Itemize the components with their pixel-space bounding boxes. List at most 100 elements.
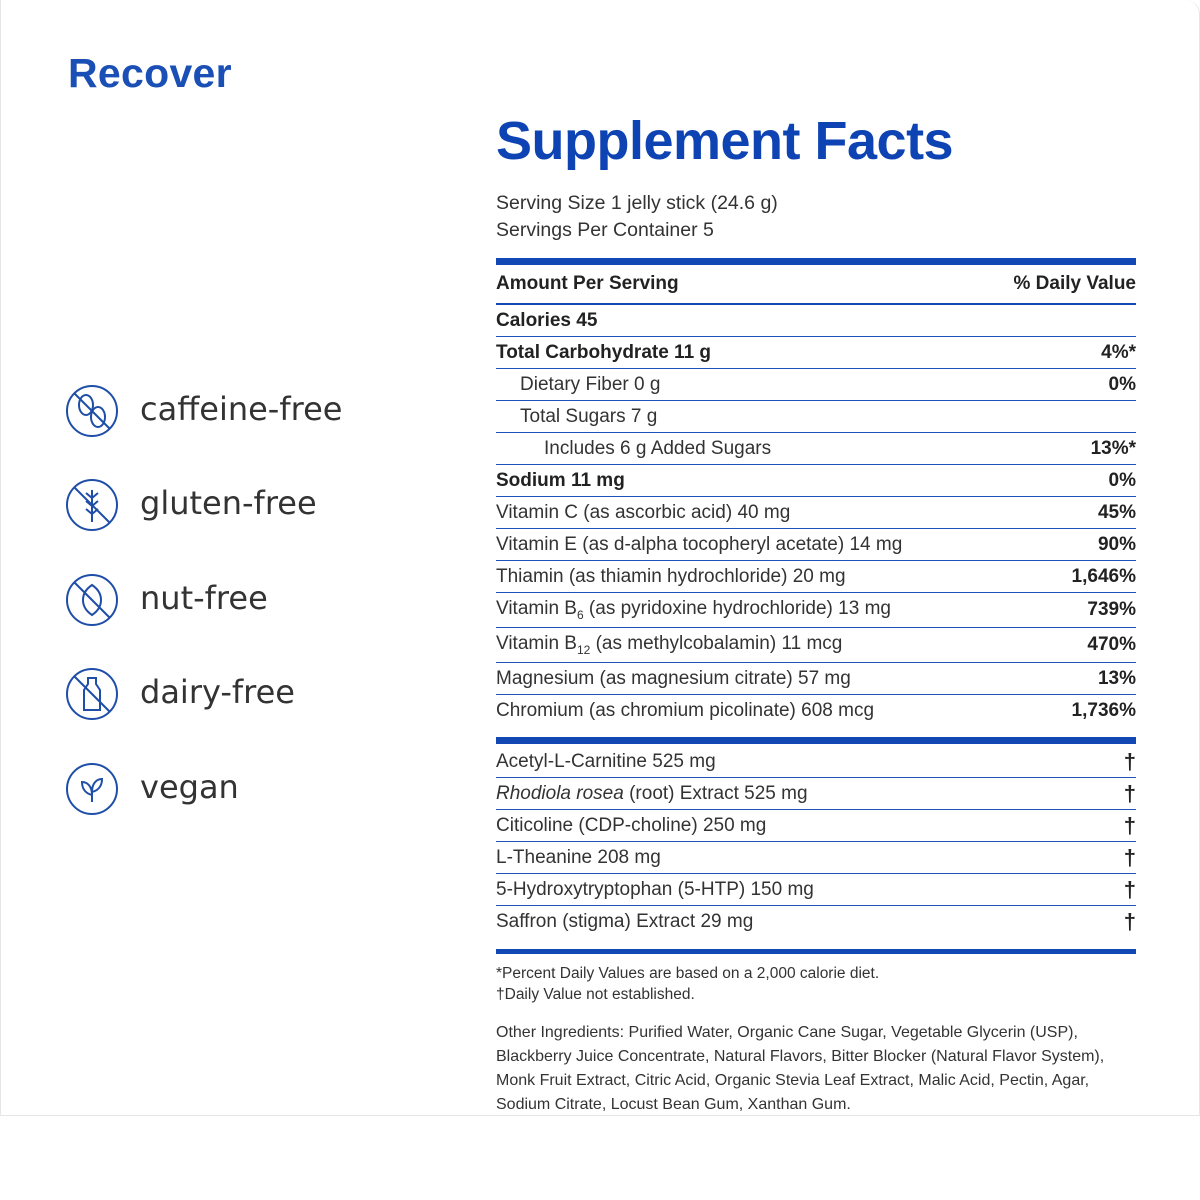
nutrient-name: Sodium 11 mg	[496, 470, 625, 492]
nutrient-name: Vitamin B6 (as pyridoxine hydrochloride)…	[496, 598, 891, 622]
divider	[496, 258, 1136, 265]
fact-row: Sodium 11 mg 0%	[496, 465, 1136, 497]
nutrient-name: Chromium (as chromium picolinate) 608 mc…	[496, 700, 874, 722]
fact-row: Vitamin B12 (as methylcobalamin) 11 mcg 4…	[496, 628, 1136, 663]
nutrient-name: Rhodiola rosea (root) Extract 525 mg	[496, 783, 808, 805]
caffeine-icon	[66, 385, 118, 437]
servings-per-container: Servings Per Container 5	[496, 219, 714, 241]
badge-icons	[66, 385, 118, 815]
fact-row: Includes 6 g Added Sugars 13%*	[496, 433, 1136, 465]
nutrient-name: Total Sugars 7 g	[496, 406, 657, 428]
fact-row: Saffron (stigma) Extract 29 mg †	[496, 906, 1136, 937]
nutrient-name: Dietary Fiber 0 g	[496, 374, 660, 396]
daily-value: 1,646%	[1071, 565, 1136, 587]
daily-value: 13%	[1097, 667, 1136, 689]
fact-row: Vitamin E (as d-alpha tocopheryl acetate…	[496, 529, 1136, 561]
fact-row: Total Carbohydrate 11 g 4%*	[496, 337, 1136, 369]
product-name: Recover	[68, 50, 232, 96]
fact-row: Rhodiola rosea (root) Extract 525 mg †	[496, 778, 1136, 810]
gluten-icon	[66, 479, 118, 531]
nutrient-name: Includes 6 g Added Sugars	[496, 438, 771, 460]
daily-value: †	[1123, 876, 1136, 902]
nutrient-text: L-Theanine 208 mg	[496, 846, 661, 868]
vegan-icon	[66, 763, 118, 815]
nutrient-name: Magnesium (as magnesium citrate) 57 mg	[496, 668, 851, 690]
fact-row: 5-Hydroxytryptophan (5-HTP) 150 mg †	[496, 874, 1136, 906]
nutrient-name: 5-Hydroxytryptophan (5-HTP) 150 mg	[496, 879, 814, 901]
fact-row: Citicoline (CDP-choline) 250 mg †	[496, 810, 1136, 842]
facts-title: Supplement Facts	[496, 111, 954, 171]
amount-header: Amount Per Serving	[496, 273, 679, 294]
daily-value: †	[1123, 812, 1136, 838]
daily-value: 1,736%	[1071, 699, 1136, 721]
subscript: 12	[576, 642, 591, 657]
footnote: †Daily Value not established.	[496, 986, 695, 1003]
footnote: *Percent Daily Values are based on a 2,0…	[496, 965, 880, 982]
daily-value: 0%	[1108, 469, 1136, 491]
other-rows: Acetyl-L-Carnitine 525 mg † Rhodiola rosea…	[496, 746, 1136, 937]
nutrient-name: Acetyl-L-Carnitine 525 mg	[496, 751, 716, 773]
dairy-icon	[66, 668, 118, 720]
nutrient-name: Vitamin C (as ascorbic acid) 40 mg	[496, 502, 790, 524]
daily-value: †	[1123, 908, 1136, 934]
daily-value: 45%	[1097, 501, 1136, 523]
serving-size: Serving Size 1 jelly stick (24.6 g)	[496, 192, 778, 214]
nutrient-text: Magnesium (as magnesium citrate) 57 mg	[496, 667, 851, 689]
nutrient-text: Vitamin B	[496, 598, 577, 620]
nutrient-text: (as pyridoxine hydrochloride) 13 mg	[583, 598, 891, 620]
nutrient-text: (root) Extract 525 mg	[623, 782, 808, 804]
fact-row: Vitamin C (as ascorbic acid) 40 mg 45%	[496, 497, 1136, 529]
daily-value: 90%	[1097, 533, 1136, 555]
daily-value: 0%	[1108, 373, 1136, 395]
daily-value: †	[1123, 748, 1136, 774]
daily-value: †	[1123, 844, 1136, 870]
fact-row: Total Sugars 7 g	[496, 401, 1136, 433]
fact-row: Thiamin (as thiamin hydrochloride) 20 mg…	[496, 561, 1136, 593]
nutrient-text: Dietary Fiber 0 g	[520, 373, 661, 395]
fact-row: Dietary Fiber 0 g 0%	[496, 369, 1136, 401]
fact-row: Acetyl-L-Carnitine 525 mg †	[496, 746, 1136, 778]
nutrient-text: 5-Hydroxytryptophan (5-HTP) 150 mg	[496, 878, 814, 900]
nutrient-text: Vitamin B	[496, 633, 577, 655]
divider	[496, 949, 1136, 954]
nutrient-name: Vitamin B12 (as methylcobalamin) 11 mcg	[496, 633, 842, 657]
nut-icon	[66, 574, 118, 626]
badge-label: nut-free	[140, 579, 268, 617]
supplement-facts: Supplement Facts Serving Size 1 jelly st…	[496, 110, 1136, 1117]
fact-row: Calories 45	[496, 305, 1136, 337]
nutrient-text: Vitamin E (as d-alpha tocopheryl acetate…	[496, 533, 903, 555]
dv-header: % Daily Value	[1013, 273, 1136, 294]
nutrient-text: Thiamin (as thiamin hydrochloride) 20 mg	[496, 565, 846, 587]
badge-label: gluten-free	[140, 484, 317, 522]
nutrient-italic: Rhodiola rosea	[496, 782, 624, 804]
fact-row: Magnesium (as magnesium citrate) 57 mg 13…	[496, 663, 1136, 695]
nutrient-text: Acetyl-L-Carnitine 525 mg	[496, 750, 716, 772]
nutrient-text: Citicoline (CDP-choline) 250 mg	[496, 814, 767, 836]
daily-value: 13%*	[1090, 437, 1136, 459]
nutrient-name: L-Theanine 208 mg	[496, 847, 661, 869]
facts-header: Amount Per Serving % Daily Value	[496, 265, 1136, 305]
nutrient-name: Calories 45	[496, 310, 597, 332]
nutrient-text: (as methylcobalamin) 11 mcg	[590, 633, 843, 655]
other-ingredients: Other Ingredients: Purified Water, Organ…	[496, 1024, 1105, 1113]
fact-row: L-Theanine 208 mg †	[496, 842, 1136, 874]
nutrient-text: Includes 6 g Added Sugars	[544, 437, 772, 459]
badge-label: vegan	[140, 768, 239, 806]
nutrient-text: Sodium 11 mg	[496, 469, 625, 491]
nutrient-text: Calories 45	[496, 309, 598, 331]
badge-label: caffeine-free	[140, 390, 343, 428]
daily-value: †	[1123, 780, 1136, 806]
nutrient-name: Saffron (stigma) Extract 29 mg	[496, 911, 753, 933]
fact-row: Vitamin B6 (as pyridoxine hydrochloride)…	[496, 593, 1136, 628]
nutrient-text: Total Carbohydrate 11 g	[496, 341, 712, 363]
daily-value: 4%*	[1101, 341, 1136, 363]
nutrient-text: Chromium (as chromium picolinate) 608 mc…	[496, 699, 875, 721]
subscript: 6	[576, 607, 584, 622]
divider	[496, 737, 1136, 744]
badge-label: dairy-free	[140, 673, 295, 711]
footnotes: *Percent Daily Values are based on a 2,0…	[496, 963, 1136, 1005]
nutrient-name: Total Carbohydrate 11 g	[496, 342, 711, 364]
nutrient-text: Saffron (stigma) Extract 29 mg	[496, 910, 754, 932]
nutrient-text: Total Sugars 7 g	[520, 405, 658, 427]
